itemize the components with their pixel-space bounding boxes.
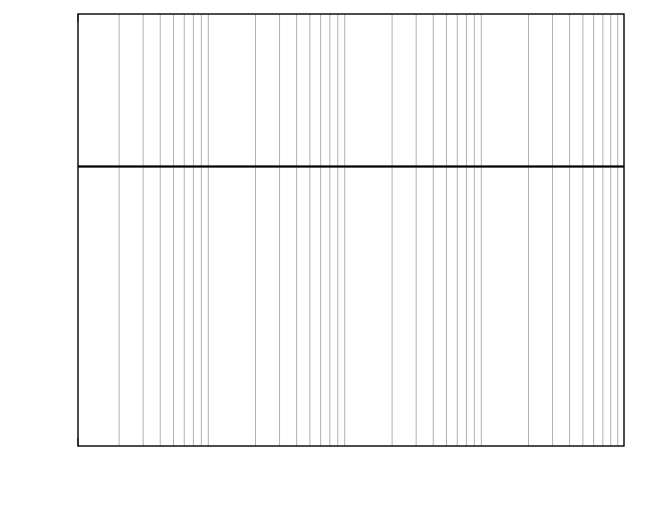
- cm-factor-chart: [0, 0, 645, 518]
- chart-svg: [0, 0, 645, 518]
